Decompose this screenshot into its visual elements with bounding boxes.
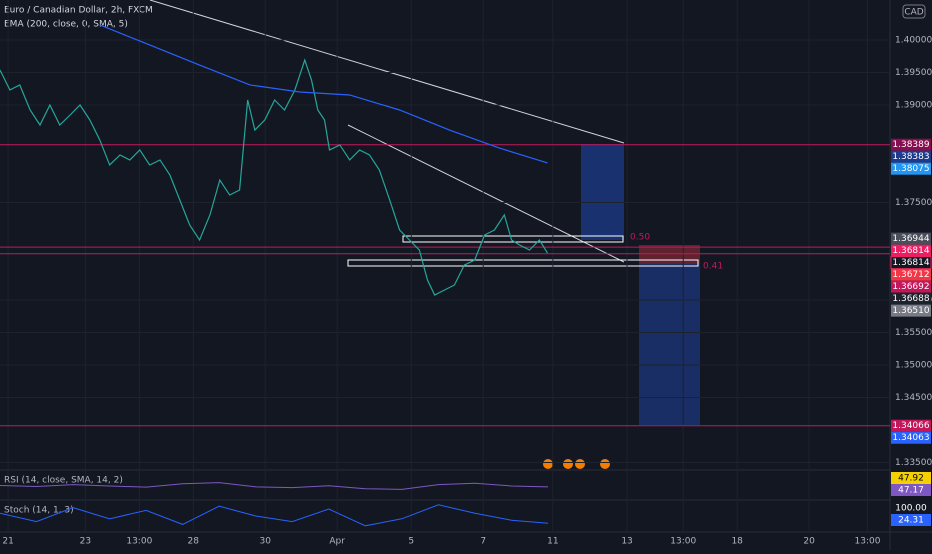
x-tick-label: 28 — [188, 537, 200, 547]
price-tag — [891, 292, 931, 305]
price-tag — [891, 232, 931, 245]
currency-box[interactable] — [902, 4, 926, 19]
price-tag-label: 1.36688 — [892, 294, 929, 304]
indicator-line — [0, 482, 549, 490]
panel-label: RSI (14, close, SMA, 14, 2) — [4, 476, 123, 486]
annotation: 0.41 — [703, 262, 723, 272]
zone-box — [347, 259, 699, 267]
price-tag — [891, 162, 931, 175]
x-tick-label: 20 — [803, 537, 815, 547]
y-tick-label: 1.33500 — [895, 458, 932, 468]
price-line — [0, 58, 548, 296]
event-icons — [543, 459, 610, 469]
price-tag-label: 1.36814 — [892, 258, 929, 268]
price-line — [99, 24, 548, 164]
price-tag-label: 1.34066 — [892, 421, 929, 431]
indicator-tag — [891, 472, 931, 484]
price-tag-label: 1.38383 — [892, 152, 929, 162]
annotation: 0.50 — [630, 233, 650, 243]
indicator-line — [0, 504, 549, 527]
zone-box — [402, 235, 624, 243]
indicator-tag-label: 47.17 — [898, 486, 924, 496]
price-tag — [891, 419, 931, 432]
x-tick-label: 13:00 — [855, 537, 881, 547]
indicator-tag-label: 24.31 — [898, 516, 924, 526]
symbol-title: Euro / Canadian Dollar, 2h, FXCM — [4, 6, 153, 16]
price-tag-label: 1.38389 — [892, 140, 929, 150]
x-tick-label: 21 — [2, 537, 13, 547]
indicator-tag — [891, 484, 931, 496]
indicator-label: EMA (200, close, 0, SMA, 5) — [4, 20, 128, 30]
currency[interactable]: CAD — [904, 8, 923, 18]
indicator-tag — [891, 514, 931, 526]
x-tick-label: Apr — [329, 537, 345, 547]
y-tick-label: 1.35000 — [895, 361, 932, 371]
price-tag-label: 1.36814 — [892, 246, 929, 256]
price-tag-label: 1.36944 — [892, 234, 929, 244]
y-tick-label: 1.35500 — [895, 328, 932, 338]
x-tick-label: 13:00 — [126, 537, 152, 547]
x-tick-label: 18 — [731, 537, 743, 547]
price-tag-label: 1.38075 — [892, 164, 929, 174]
y-tick-label: 1.40000 — [895, 35, 932, 45]
price-tag-label: 1.36510 — [892, 306, 929, 316]
y-tick-label: 1.39000 — [895, 100, 932, 110]
price-tag — [891, 138, 931, 151]
stop-zone — [639, 245, 700, 264]
target-zone — [581, 144, 624, 240]
price-tag — [891, 431, 931, 444]
price-tag — [891, 280, 931, 293]
panel-label: Stoch (14, 1, 3) — [4, 506, 74, 516]
y-tick-label: 1.39500 — [895, 68, 932, 78]
x-tick-label: 5 — [408, 537, 414, 547]
x-tick-label: 11 — [547, 537, 558, 547]
x-tick-label: 13 — [621, 537, 632, 547]
target-zone — [639, 264, 700, 425]
indicator-tag-label: 47.92 — [898, 474, 924, 484]
price-tag — [891, 150, 931, 163]
trend-line — [149, 0, 625, 144]
price-tag — [891, 268, 931, 281]
price-tag-label: 1.36692 — [892, 282, 929, 292]
y-tick-label: 1.37500 — [895, 198, 932, 208]
trend-line — [347, 124, 625, 263]
x-tick-label: 13:00 — [670, 537, 696, 547]
x-tick-label: 30 — [259, 537, 271, 547]
price-tag-label: 1.34063 — [892, 433, 929, 443]
x-tick-label: 23 — [80, 537, 91, 547]
price-tag — [891, 304, 931, 317]
indicator-tag-label: 100.00 — [895, 504, 927, 514]
indicator-tag — [891, 502, 931, 514]
y-tick-label: 1.34500 — [895, 393, 932, 403]
x-tick-label: 7 — [480, 537, 486, 547]
price-tag — [891, 244, 931, 257]
price-tag-label: 1.36712 — [892, 270, 929, 280]
